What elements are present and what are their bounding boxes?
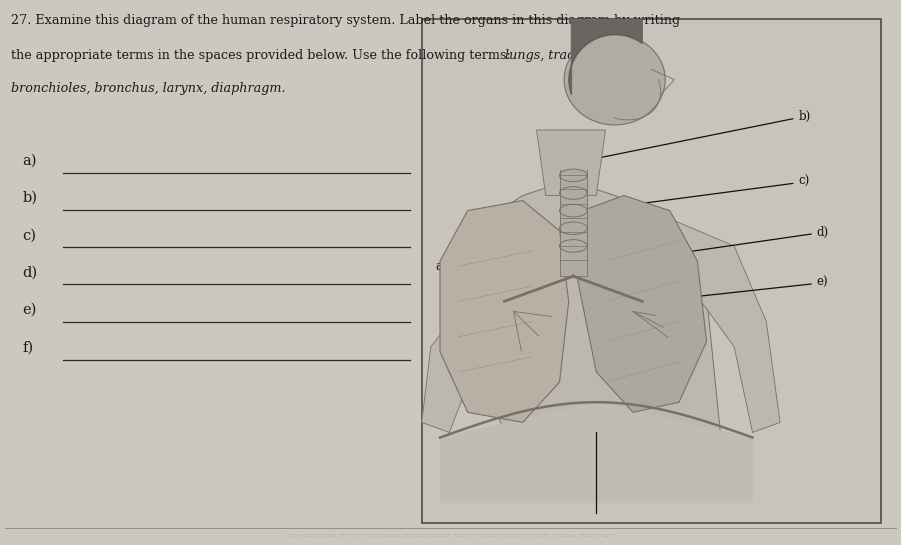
Text: b): b) [23,191,38,205]
Text: c): c) [23,228,37,243]
Polygon shape [440,201,569,422]
Polygon shape [440,402,752,503]
Text: a): a) [23,154,37,168]
Text: c): c) [590,175,810,210]
Text: e): e) [23,302,37,317]
Polygon shape [560,171,587,276]
Polygon shape [578,196,706,412]
Text: a): a) [435,261,502,295]
FancyBboxPatch shape [422,19,881,523]
Polygon shape [422,312,505,433]
Text: d): d) [626,226,829,261]
Text: the appropriate terms in the spaces provided below. Use the following terms:: the appropriate terms in the spaces prov… [11,49,514,62]
Text: lungs, trachea,: lungs, trachea, [505,49,601,62]
Text: e): e) [654,276,829,301]
Text: d): d) [23,265,38,280]
Text: bronchioles, bronchus, larynx, diaphragm.: bronchioles, bronchus, larynx, diaphragm… [11,82,286,95]
Text: f): f) [23,341,33,355]
Polygon shape [459,180,721,433]
Text: b): b) [590,110,811,160]
Text: 27. Examine this diagram of the human respiratory system. Label the organs in th: 27. Examine this diagram of the human re… [11,14,680,27]
Text: the appropriate terms in the spaces provided below. Use the following terms lung: the appropriate terms in the spaces prov… [287,532,614,538]
Polygon shape [537,130,605,196]
Polygon shape [674,221,780,433]
Ellipse shape [564,34,665,125]
